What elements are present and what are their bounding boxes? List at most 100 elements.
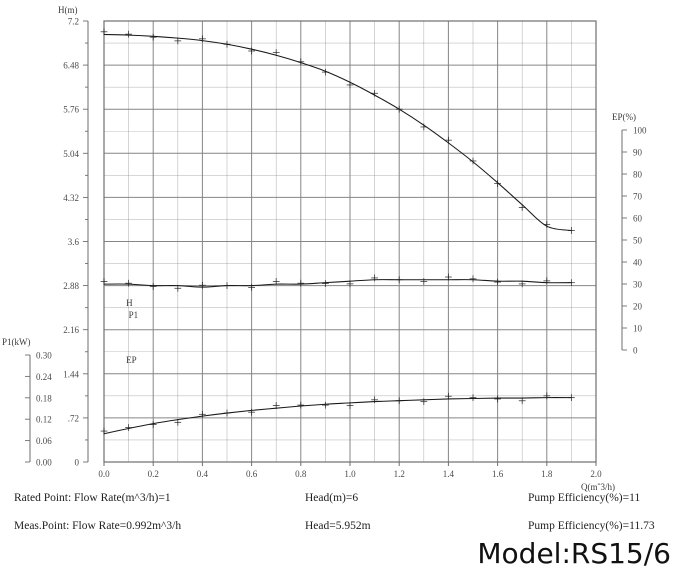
data-point-marker [518,280,526,288]
data-point-marker [543,392,551,400]
measured-point-row: Meas.Point: Flow Rate=0.992m^3/h Head=5.… [0,520,679,538]
ep-axis-tick-label: 30 [633,280,643,290]
data-point-marker [297,279,305,287]
measured-flow-rate: Meas.Point: Flow Rate=0.992m^3/h [14,520,182,532]
data-point-marker [445,273,452,281]
data-point-marker [174,418,182,426]
data-point-marker [322,280,329,287]
h-axis-tick-label: 2.88 [63,281,79,291]
ep-axis-tick-label: 20 [633,302,643,312]
series-ep [100,392,575,435]
measured-head: Head=5.952m [305,520,371,532]
p1-axis-tick-label: 0.30 [36,351,52,361]
h-axis-title: H(m) [58,5,78,15]
model-label: Model:RS15/6 [477,537,671,570]
data-point-marker [248,47,255,55]
series-h [100,28,575,234]
ep-axis-tick-label: 40 [633,258,643,268]
h-axis-tick-label: 7.2 [68,17,79,27]
rated-efficiency: Pump Efficiency(%)=11 [528,492,641,504]
ep-axis-tick-label: 0 [633,346,638,356]
h-axis-tick-label: 4.32 [63,193,79,203]
data-point-marker [223,409,231,417]
h-axis-tick-label: 5.04 [63,149,79,159]
data-point-marker [199,410,206,418]
data-point-marker [149,33,157,41]
h-axis-tick-label: 0 [75,458,80,468]
series-p1 [100,273,575,292]
data-point-marker [223,282,231,289]
ep-axis-tick-label: 10 [633,324,643,334]
h-axis-tick-label: 2.16 [63,325,79,335]
data-point-marker [568,227,575,234]
data-point-marker [297,401,305,409]
h-axis-tick-label: .72 [68,413,79,423]
data-point-marker [272,402,280,409]
curve-h [103,33,572,231]
data-point-marker [469,275,477,283]
data-point-marker [395,276,403,284]
data-point-marker [272,49,280,56]
data-point-marker [125,30,132,38]
x-axis: 0.0 0.2 0.4 0.6 0.8 1.0 1.2 1.4 1.6 1.8 2.0 [98,462,602,479]
rated-head: Head(m)=6 [305,492,359,504]
x-axis-title: Q(mˆ3/h) [581,482,615,492]
x-axis-tick-label: 0.6 [246,469,258,479]
data-point-marker [272,278,280,285]
data-point-marker [395,105,403,113]
x-axis-tick-label: 1.4 [443,469,455,479]
x-axis-tick-label: 0.8 [295,469,307,479]
data-point-marker [568,279,575,287]
curve-p1 [103,279,572,288]
data-point-marker [223,40,231,48]
x-axis-tick-label: 0.0 [98,469,110,479]
data-point-marker [199,281,206,289]
data-point-marker [420,278,428,285]
ep-axis-tick-label: 80 [633,170,643,180]
p1-axis [25,354,31,463]
data-point-marker [543,277,551,285]
data-point-marker [518,204,526,211]
x-axis-tick-label: 1.2 [394,469,405,479]
rated-point-row: Rated Point: Flow Rate(m^3/h)=1 Head(m)=… [0,492,679,510]
curve-label-ep: EP [126,355,137,365]
data-point-marker [125,279,132,287]
p1-axis-tick-label: 0.06 [36,436,52,446]
data-point-marker [445,136,452,144]
data-point-marker [346,81,354,89]
data-point-marker [371,89,378,97]
data-point-marker [371,274,378,282]
p1-axis-tick-label: 0.00 [36,458,52,468]
x-axis-tick-label: 1.8 [541,469,553,479]
p1-axis-tick-label: 0.24 [36,372,52,382]
data-point-marker [322,401,329,409]
data-point-marker [494,395,501,403]
data-point-marker [248,284,255,291]
x-axis-tick-label: 2.0 [590,469,602,479]
data-point-marker [174,37,182,45]
x-axis-tick-label: 0.2 [148,469,159,479]
p1-axis-title: P1(kW) [2,337,31,347]
data-point-marker [494,278,501,286]
data-point-marker [322,68,329,76]
data-point-marker [420,398,428,406]
curve-label-p1: P1 [129,310,139,320]
data-point-marker [199,35,206,43]
data-point-marker [346,402,354,410]
data-point-marker [125,424,132,431]
data-point-marker [174,284,182,292]
data-point-marker [445,392,452,400]
h-axis-tick-label: 6.48 [63,61,79,71]
curve-label-h: H [126,298,133,308]
h-axis-tick-label: 5.76 [63,105,79,115]
x-axis-tick-label: 1.6 [492,469,504,479]
ep-axis-tick-label: 60 [633,214,643,224]
data-point-marker [494,180,501,187]
data-point-marker [518,397,526,405]
data-point-marker [297,58,305,66]
x-axis-tick-label: 0.4 [197,469,209,479]
ep-axis-tick-label: 70 [633,192,643,202]
x-axis-tick-label: 1.0 [344,469,356,479]
